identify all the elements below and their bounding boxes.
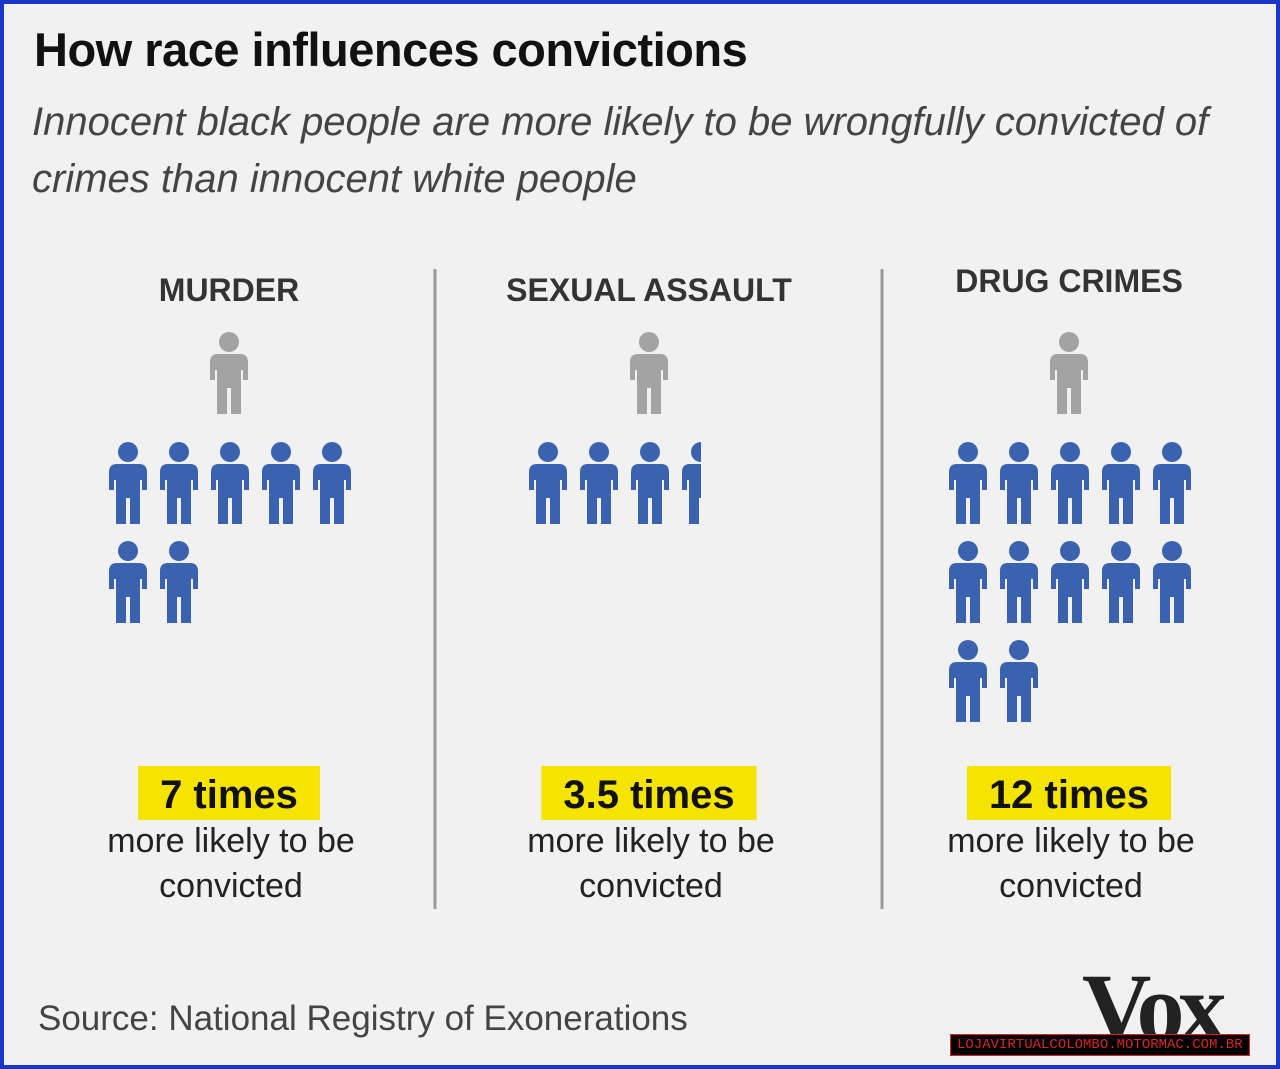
caption: more likely to be convicted bbox=[107, 822, 355, 905]
person-icon bbox=[529, 442, 567, 524]
title: How race influences convictions bbox=[34, 23, 748, 76]
person-icon bbox=[1000, 442, 1038, 524]
person-icon bbox=[160, 442, 198, 524]
source: Source: National Registry of Exoneration… bbox=[38, 999, 688, 1038]
person-icon bbox=[109, 541, 147, 623]
panel-title: DRUG CRIMES bbox=[955, 263, 1183, 299]
pictogram: MURDER 7 times SEXUAL ASSAULT 3.5 times DRUG… bbox=[109, 263, 1191, 909]
person-icon bbox=[1102, 442, 1140, 524]
person-icon bbox=[211, 442, 249, 524]
person-icon bbox=[109, 442, 147, 524]
person-icon bbox=[580, 442, 618, 524]
subtitle: Innocent black people are more likely to… bbox=[32, 100, 1209, 201]
caption: more likely to be convicted bbox=[947, 822, 1195, 905]
value-label: 7 times bbox=[160, 773, 298, 817]
reference-icon bbox=[630, 332, 668, 414]
person-icon bbox=[313, 442, 351, 524]
person-icon bbox=[949, 442, 987, 524]
highlight bbox=[541, 766, 757, 820]
highlight bbox=[138, 766, 320, 820]
person-icon bbox=[1000, 541, 1038, 623]
person-icon bbox=[682, 442, 701, 524]
caption: more likely to be convicted bbox=[527, 822, 775, 905]
person-icon bbox=[631, 442, 669, 524]
watermark: LOJAVIRTUALCOLOMBO.MOTORMAC.COM.BR bbox=[950, 1034, 1250, 1056]
person-icon bbox=[1102, 541, 1140, 623]
person-icon bbox=[949, 640, 987, 722]
person-icon bbox=[1051, 442, 1089, 524]
panel-title: SEXUAL ASSAULT bbox=[506, 272, 792, 308]
person-icon bbox=[160, 541, 198, 623]
person-icon bbox=[1000, 640, 1038, 722]
reference-icon bbox=[1050, 332, 1088, 414]
value-label: 12 times bbox=[989, 773, 1149, 817]
panel-title: MURDER bbox=[159, 272, 299, 308]
value-label: 3.5 times bbox=[563, 773, 734, 817]
reference-icon bbox=[210, 332, 248, 414]
person-icon bbox=[1153, 442, 1191, 524]
person-icon bbox=[1153, 541, 1191, 623]
person-icon bbox=[262, 442, 300, 524]
highlight bbox=[966, 766, 1172, 820]
person-icon bbox=[949, 541, 987, 623]
person-icon bbox=[1051, 541, 1089, 623]
